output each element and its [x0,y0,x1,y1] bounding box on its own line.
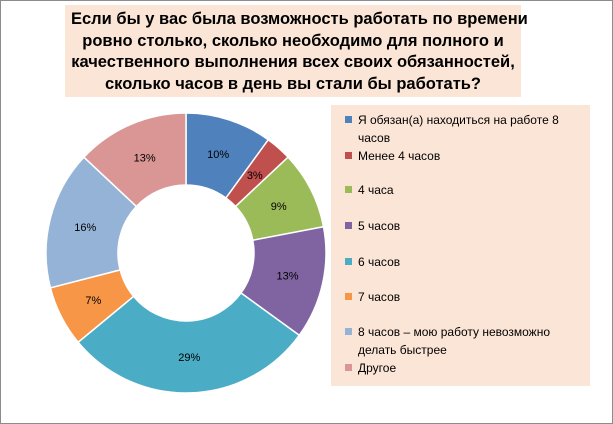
legend-item-other: Другое [345,359,585,377]
legend-swatch [345,186,352,193]
legend-label: 7 часов [358,290,401,304]
legend-swatch [345,293,352,300]
doughnut-slices [45,112,327,394]
legend-label: 4 часа [358,183,394,197]
legend-swatch [345,116,352,123]
legend-swatch [345,364,352,371]
title-line-3: качественного выполнения всех своих обяз… [71,53,515,71]
data-label-7: 13% [134,153,156,165]
legend-label: 5 часов [358,219,401,233]
legend-item-4-hours: 4 часа [345,181,585,199]
legend-label: 8 часов – мою работу невозможно делать б… [358,325,551,357]
legend-swatch [345,152,352,159]
data-label-5: 7% [85,295,101,307]
legend-item-5-hours: 5 часов [345,217,585,235]
title-line-2: ровно столько, сколько необходимо для по… [82,31,504,50]
legend-item-8-hours-required: Я обязан(а) находиться на работе 8 часов [345,111,585,147]
data-label-0: 10% [207,149,229,161]
data-label-4: 29% [178,352,200,364]
chart-legend: Я обязан(а) находиться на работе 8 часов… [331,105,590,386]
data-label-2: 9% [271,201,287,213]
legend-label: Менее 4 часов [358,149,441,163]
slice-7 [82,112,187,208]
legend-label: 6 часов [358,255,401,269]
legend-label: Другое [358,361,397,375]
legend-swatch [345,328,352,335]
legend-item-8-hours-cannot-faster: 8 часов – мою работу невозможно делать б… [345,323,585,359]
legend-swatch [345,258,352,265]
slice-6 [45,156,138,289]
title-line-4: сколько часов в день вы стали бы работат… [104,74,482,93]
slice-4 [77,291,301,394]
legend-item-7-hours: 7 часов [345,288,585,306]
legend-swatch [345,222,352,229]
legend-item-less-than-4: Менее 4 часов [345,147,585,165]
doughnut-data-labels: 10% 3% 9% 13% 29% 7% 16% 13% [74,149,298,364]
data-label-6: 16% [74,222,96,234]
chart-title: Если бы у вас была возможность работать … [65,5,528,97]
title-line-1: Если бы у вас была возможность работать … [71,10,528,28]
legend-label: Я обязан(а) находиться на работе 8 часов [358,113,559,145]
data-label-1: 3% [247,170,263,182]
legend-item-6-hours: 6 часов [345,253,585,271]
data-label-3: 13% [276,271,298,283]
